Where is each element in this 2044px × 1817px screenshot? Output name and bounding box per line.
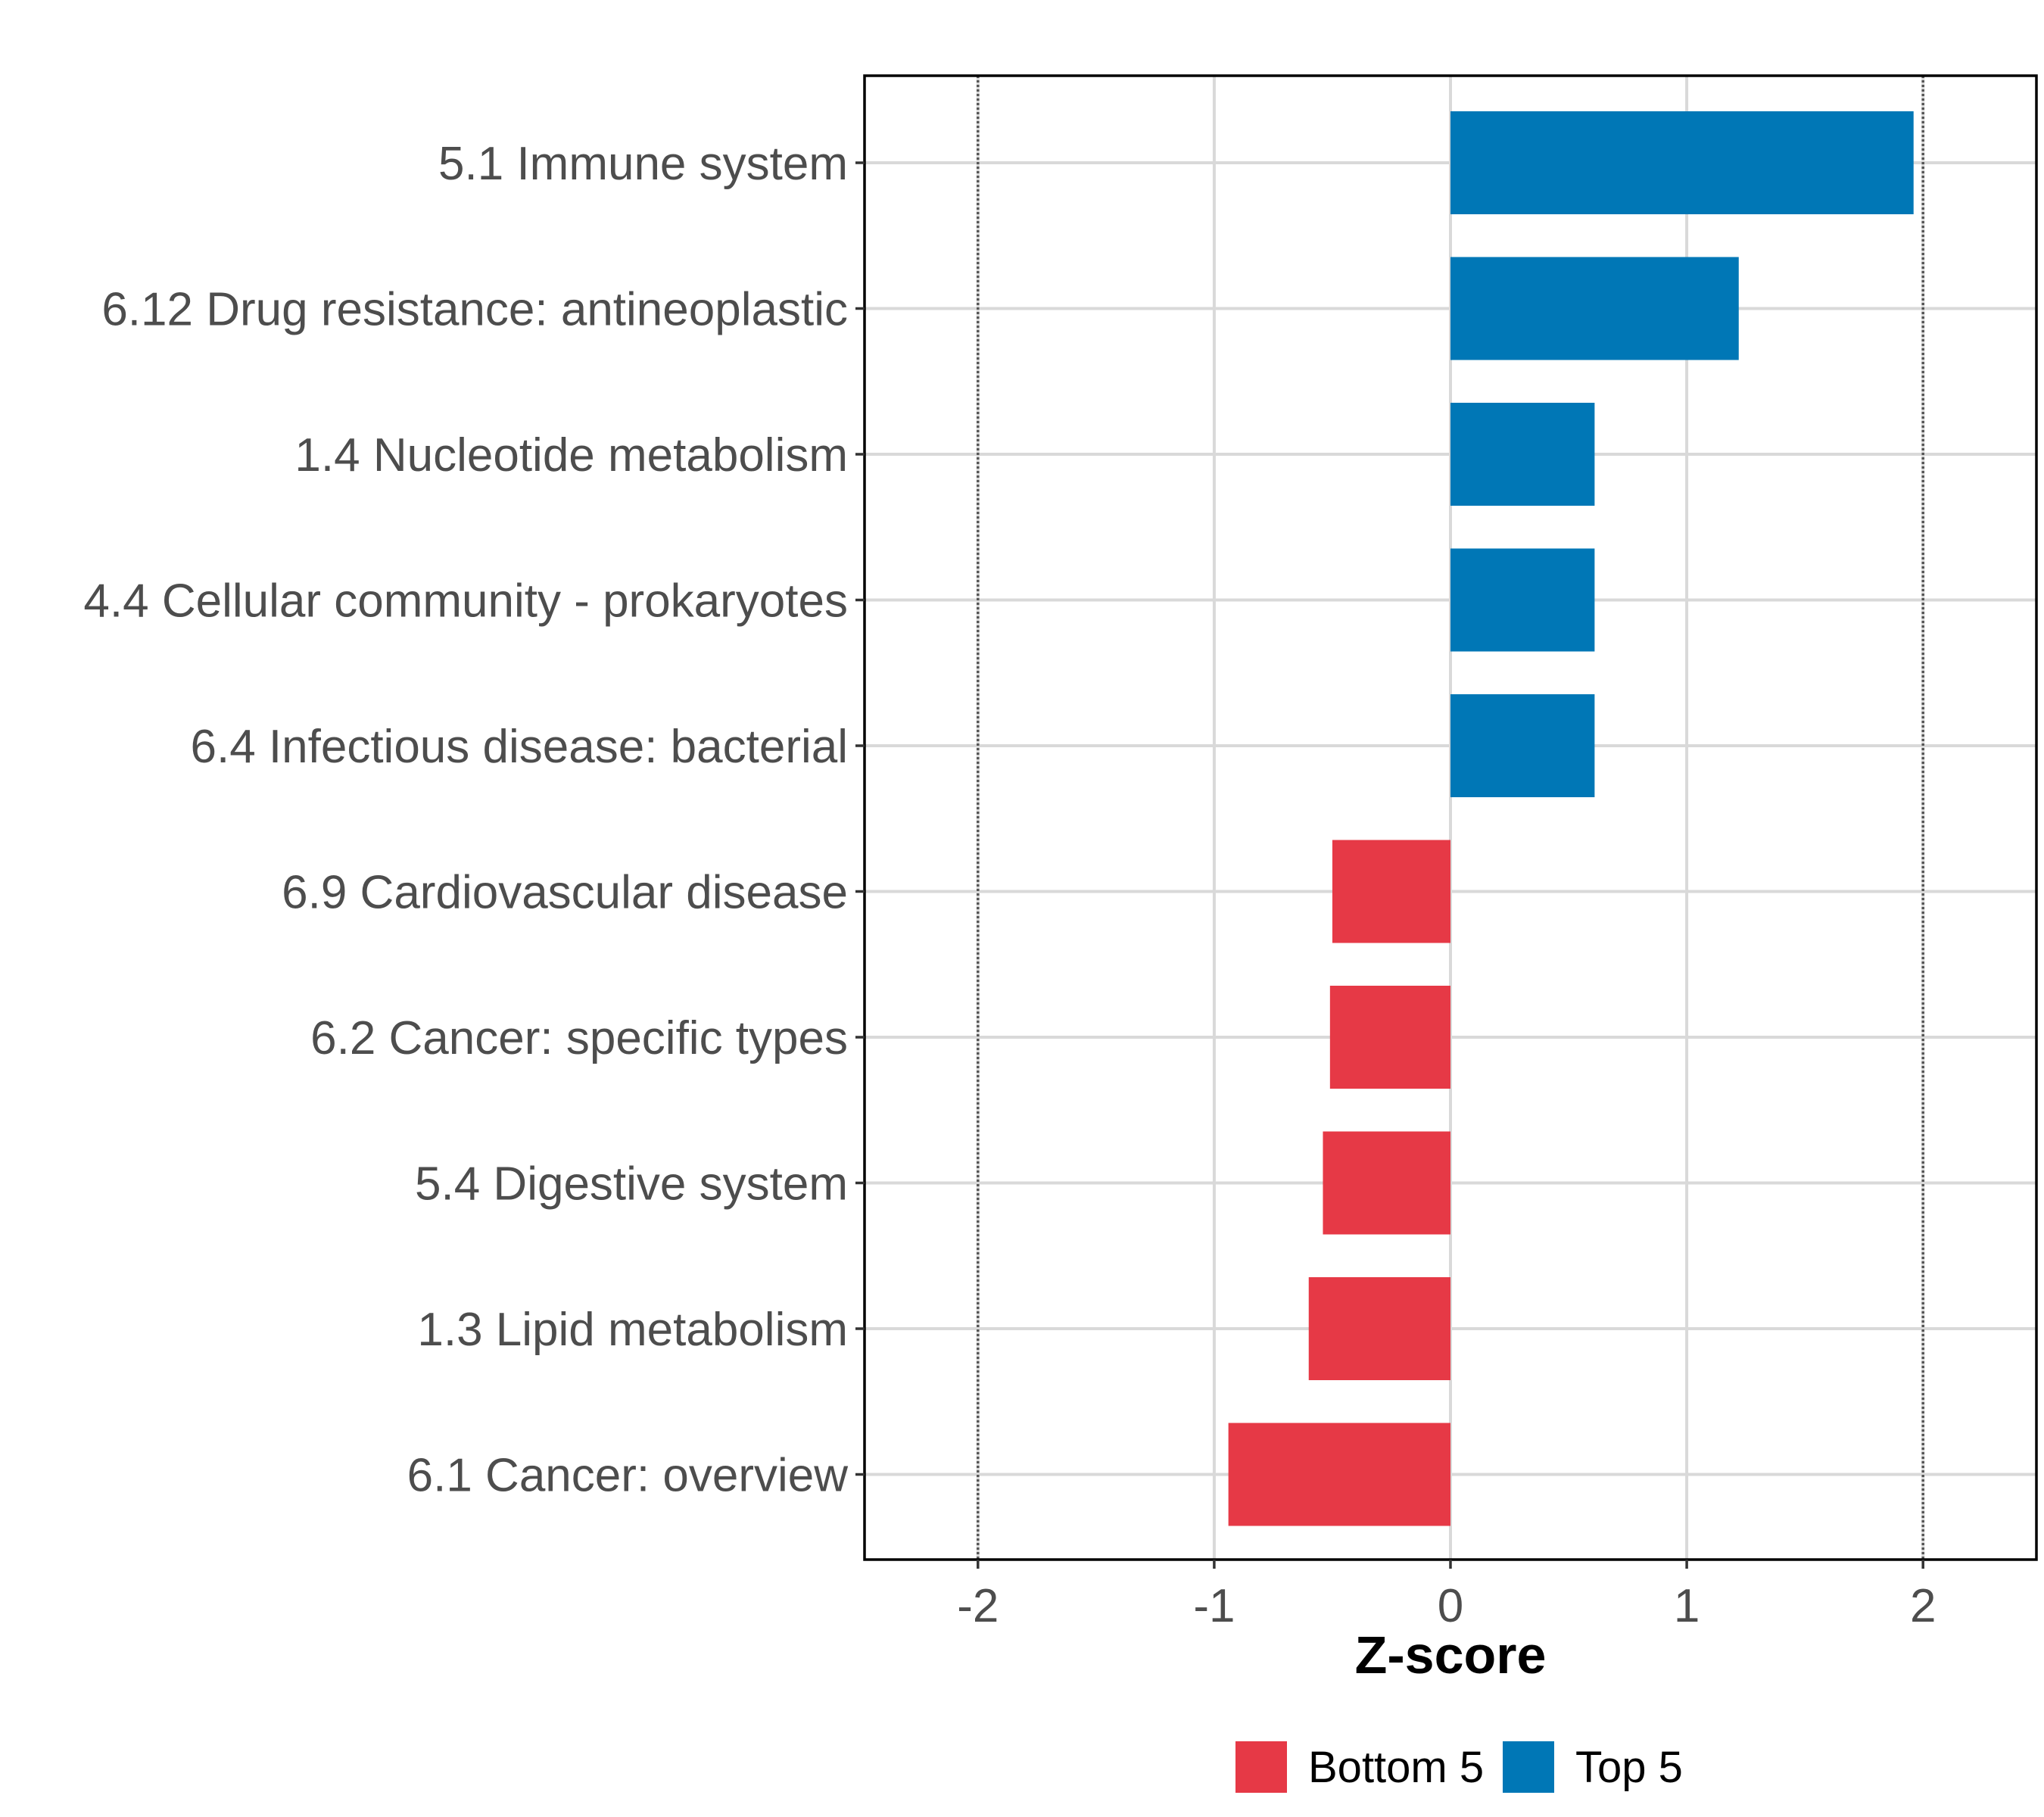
category-label-5-1-immune-system: 5.1 Immune system xyxy=(438,138,848,190)
category-label-6-9-cardiovascular-disease: 6.9 Cardiovascular disease xyxy=(282,867,848,919)
category-label-4-4-cellular-community-prokaryotes: 4.4 Cellular community - prokaryotes xyxy=(83,575,848,628)
bar-5-4-digestive-system xyxy=(1323,1131,1450,1235)
category-label-5-4-digestive-system: 5.4 Digestive system xyxy=(415,1158,848,1211)
reference-lines xyxy=(977,76,1924,1560)
bar-1-4-nucleotide-metabolism xyxy=(1450,403,1595,506)
legend: Bottom 5 Top 5 xyxy=(1235,1741,1683,1793)
bar-1-3-lipid-metabolism xyxy=(1308,1277,1450,1380)
category-label-6-2-cancer-specific-types: 6.2 Cancer: specific types xyxy=(310,1012,848,1064)
bar-6-9-cardiovascular-disease xyxy=(1332,840,1450,943)
bar-6-4-infectious-disease-bacterial xyxy=(1450,694,1595,797)
x-tick-label-1: -1 xyxy=(1193,1580,1235,1632)
category-label-6-1-cancer-overview: 6.1 Cancer: overview xyxy=(407,1450,849,1502)
y-axis: 5.1 Immune system 6.12 Drug resistance: a… xyxy=(83,138,865,1502)
x-tick-label-2: 0 xyxy=(1438,1580,1463,1632)
x-tick-label-3: 1 xyxy=(1674,1580,1700,1632)
bar-5-1-immune-system xyxy=(1450,111,1914,214)
bars xyxy=(1228,111,1914,1526)
bar-4-4-cellular-community-prokaryotes xyxy=(1450,548,1595,652)
bar-6-1-cancer-overview xyxy=(1228,1423,1450,1526)
x-tick-label-0: -2 xyxy=(957,1580,999,1632)
legend-label-bottom-5: Bottom 5 xyxy=(1308,1743,1484,1792)
category-label-1-4-nucleotide-metabolism: 1.4 Nucleotide metabolism xyxy=(294,429,848,482)
legend-label-top-5: Top 5 xyxy=(1575,1743,1683,1792)
legend-swatch-bottom-5 xyxy=(1235,1741,1287,1793)
legend-swatch-top-5 xyxy=(1503,1741,1554,1793)
category-label-1-3-lipid-metabolism: 1.3 Lipid metabolism xyxy=(417,1304,848,1356)
x-axis: -2 -1 0 1 2 xyxy=(957,1560,1936,1632)
bar-6-2-cancer-specific-types xyxy=(1329,986,1450,1089)
x-tick-label-4: 2 xyxy=(1910,1580,1936,1632)
category-label-6-12-drug-resistance-antineoplastic: 6.12 Drug resistance: antineoplastic xyxy=(101,284,848,336)
category-label-6-4-infectious-disease-bacterial: 6.4 Infectious disease: bacterial xyxy=(190,721,848,773)
bar-6-12-drug-resistance-antineoplastic xyxy=(1450,257,1739,360)
x-axis-title: Z-score xyxy=(1355,1625,1547,1685)
